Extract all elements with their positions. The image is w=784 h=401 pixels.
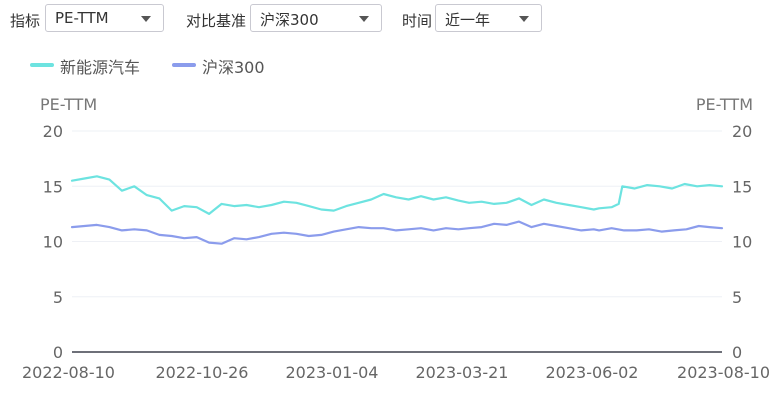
y-axis-unit-left: PE-TTM [40, 95, 97, 114]
y-tick-label-right: 0 [732, 343, 742, 362]
benchmark-label: 对比基准 [186, 12, 247, 30]
legend-label-series2: 沪深300 [202, 58, 265, 77]
x-tick-label: 2022-08-10 [22, 363, 115, 382]
y-tick-label-right: 20 [732, 122, 752, 141]
legend-swatch-series2 [172, 63, 196, 67]
metric-select[interactable]: PE-TTM [45, 4, 164, 32]
legend-label-series1: 新能源汽车 [60, 58, 141, 77]
metric-label: 指标 [10, 12, 41, 30]
y-tick-label-left: 15 [43, 177, 63, 196]
chevron-down-icon [141, 16, 151, 22]
chevron-down-icon [519, 16, 529, 22]
x-tick-label: 2022-10-26 [156, 363, 249, 382]
y-tick-label-right: 5 [732, 288, 742, 307]
y-tick-label-right: 15 [732, 177, 752, 196]
y-tick-label-right: 10 [732, 233, 752, 252]
period-select[interactable]: 近一年 [435, 4, 542, 32]
y-tick-label-left: 5 [53, 288, 63, 307]
x-tick-label: 2023-08-10 [677, 363, 770, 382]
period-label: 时间 [402, 12, 433, 30]
y-tick-label-left: 20 [43, 122, 63, 141]
metric-select-value: PE-TTM [55, 9, 109, 27]
x-tick-label: 2023-06-02 [546, 363, 639, 382]
x-tick-label: 2023-03-21 [416, 363, 509, 382]
benchmark-select-value: 沪深300 [260, 11, 319, 29]
y-tick-label-left: 10 [43, 233, 63, 252]
filter-bar: 指标 PE-TTM 对比基准 沪深300 时间 近一年 [0, 0, 784, 40]
chevron-down-icon [359, 16, 369, 22]
series-line-2 [70, 220, 724, 245]
legend-swatch-series1 [30, 63, 54, 67]
period-select-value: 近一年 [445, 11, 491, 29]
x-tick-label: 2023-01-04 [286, 363, 379, 382]
y-axis-unit-right: PE-TTM [696, 95, 753, 114]
series-line-1 [70, 175, 724, 215]
benchmark-select[interactable]: 沪深300 [250, 4, 382, 32]
y-tick-label-left: 0 [53, 343, 63, 362]
